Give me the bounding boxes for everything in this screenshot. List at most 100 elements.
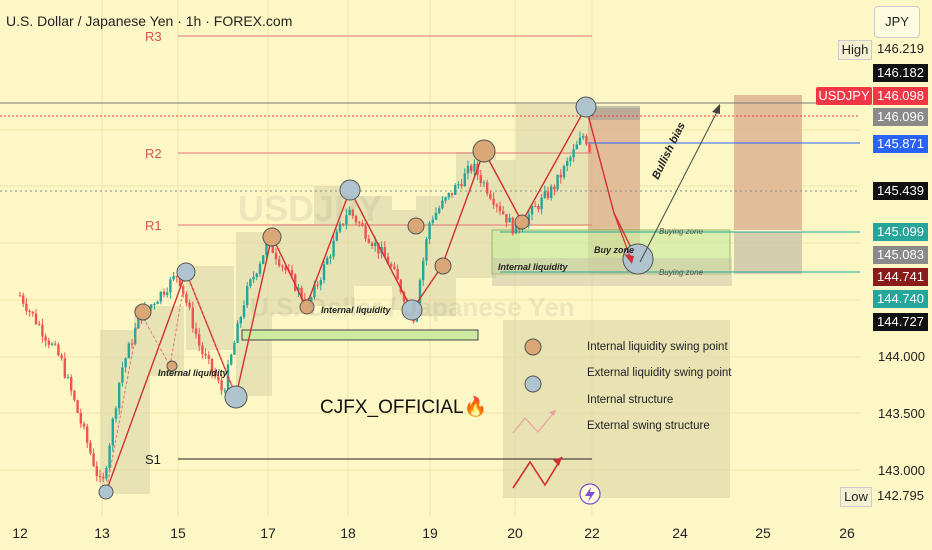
candle-body [460,184,463,187]
legend-item-external-liquidity: External liquidity swing point [587,367,732,379]
internal-liquidity-box [241,329,479,341]
candle-body [492,198,495,205]
y-tick-144000: 144.000 [878,349,925,364]
candle-body [25,303,28,311]
candle-body [230,354,233,365]
candle-body [585,136,588,145]
candle-body [470,165,473,172]
candle-body [329,256,332,259]
candle-body [242,305,246,318]
candle-body [562,165,566,178]
price-tag-145871: 145.871 [873,135,928,153]
candle-body [50,343,54,345]
candle-body [582,136,585,138]
candle-body [82,423,86,427]
candle-body [34,313,38,325]
x-tick-15: 15 [170,525,186,541]
candle-body [262,255,265,264]
x-tick-24: 24 [672,525,688,541]
candle-body [214,372,217,377]
candle-body [60,355,63,359]
candle-body [41,324,44,337]
candle-body [342,223,345,225]
price-tag-145439: 145.439 [873,182,928,200]
candle-body [569,157,572,162]
currency-selector[interactable]: JPY [874,6,920,38]
r2-label: R2 [145,146,162,161]
x-tick-18: 18 [340,525,356,541]
candle-body [370,242,374,247]
price-tag-145099: 145.099 [873,223,928,241]
candle-body [66,377,70,379]
watermark-name: U.S. Dollar / Japanese Yen [250,292,575,322]
candle-body [297,287,300,291]
x-tick-25: 25 [755,525,771,541]
candle-body [390,264,393,267]
symbol-tag[interactable]: USDJPY [816,87,872,105]
candle-body [114,408,118,419]
candle-body [553,186,556,190]
candle-body [73,390,76,401]
candle-body [255,273,258,278]
candle-body [278,259,281,266]
candle-body [185,293,188,303]
candle-body [454,185,457,195]
candle-body [28,310,31,312]
candle-body [89,442,92,454]
y-tick-143500: 143.500 [878,406,925,421]
price-tag-144740: 144.740 [873,290,928,308]
legend-external-swatch [524,375,542,393]
target-box-lower [734,232,802,274]
bullish-arrow-head [712,104,720,114]
candle-body [386,256,390,265]
candle-body [162,291,166,295]
candle-body [236,323,239,343]
candle-body [338,223,342,232]
x-tick-13: 13 [94,525,110,541]
watermark-ticker: USDJPY [238,188,383,229]
candle-body [223,390,226,392]
candle-body [57,344,60,356]
candle-body [479,175,482,184]
candle-body [249,279,252,287]
candle-body [367,238,370,243]
candle-body [18,295,22,297]
r3-label: R3 [145,29,162,44]
candle-body [118,382,121,409]
candle-body [322,264,326,280]
candle-body [166,292,169,295]
candle-body [217,376,220,381]
candle-body [566,161,569,166]
candle-body [204,353,207,356]
buying-zone-bottom-label: Buying zone [659,268,704,277]
candle-body [374,242,377,247]
legend-item-internal-liquidity: Internal liquidity swing point [587,341,728,353]
candle-body [191,307,194,329]
candle-body [153,304,156,306]
candle-body [47,340,50,345]
candle-body [482,182,486,184]
candle-body [393,266,396,270]
x-tick-12: 12 [12,525,28,541]
candle-body [514,223,518,234]
price-tag-145083: 145.083 [873,246,928,264]
candle-body [252,277,255,280]
candle-body [466,165,470,174]
y-tick-143000: 143.000 [878,463,925,478]
price-tag-144741: 144.741 [873,268,928,286]
candle-body [358,222,361,224]
candle-body [438,208,441,213]
candle-body [54,343,57,345]
candle-body [258,263,262,274]
candle-body [495,204,498,207]
candle-body [76,400,79,413]
candle-body [530,205,534,215]
candle-body [79,412,82,424]
candle-body [364,226,367,239]
candle-body [178,277,182,286]
price-tag-146096: 146.096 [873,108,928,126]
x-tick-22: 22 [584,525,600,541]
x-tick-20: 20 [507,525,523,541]
candle-body [265,242,268,256]
candle-body [543,191,546,198]
